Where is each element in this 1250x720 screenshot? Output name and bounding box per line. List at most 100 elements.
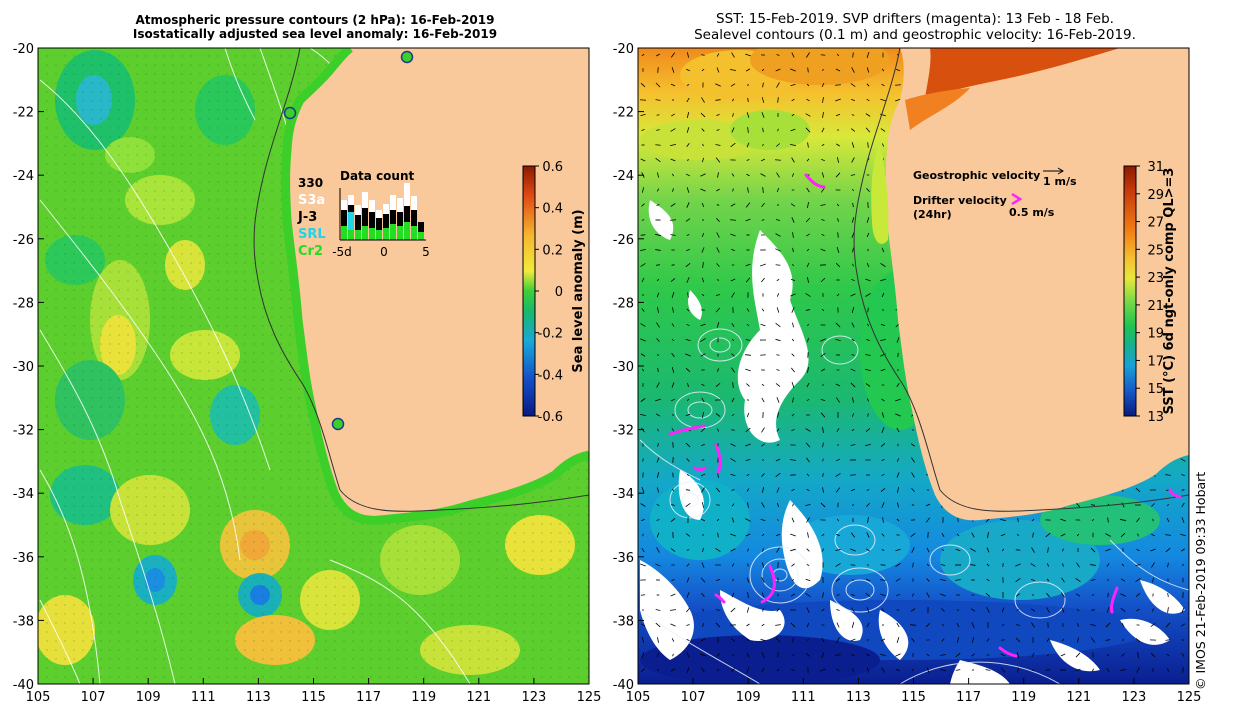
velocity-arrow (641, 129, 645, 131)
velocity-arrow (656, 322, 660, 328)
velocity-arrow (745, 518, 751, 522)
velocity-arrow (865, 592, 871, 598)
velocity-arrow (685, 218, 691, 222)
velocity-arrow (776, 547, 780, 553)
velocity-arrow (955, 548, 961, 552)
velocity-arrow (656, 382, 660, 388)
sst-colorbar: 31 29 27 25 23 21 19 17 15 13 SST (°C) 6d ngt-onl… (1123, 160, 1177, 425)
velocity-arrow (896, 502, 900, 508)
right-map-y-tick-label: -20 (613, 42, 634, 57)
velocity-arrow (911, 443, 915, 447)
left-map-x-tick-label: 125 (577, 690, 602, 705)
right-map-x-tick-label: 107 (681, 690, 706, 705)
velocity-arrow (671, 67, 675, 73)
drifter-velocity-label: Drifter velocity (913, 194, 1007, 207)
velocity-arrow (732, 578, 734, 582)
velocity-arrow (835, 487, 841, 493)
velocity-arrow (746, 112, 750, 118)
left-map-y-tick-label: -40 (13, 678, 34, 693)
velocity-arrow (745, 202, 751, 208)
right-map-x-tick-label: 121 (1066, 690, 1091, 705)
velocity-arrow (641, 368, 645, 372)
velocity-arrow (701, 443, 705, 447)
velocity-arrow (1000, 518, 1006, 522)
velocity-arrow (730, 548, 736, 552)
velocity-arrow (866, 98, 870, 102)
velocity-arrow (775, 219, 781, 221)
velocity-arrow (655, 609, 661, 611)
drifter-scale-label: 0.5 m/s (1009, 206, 1055, 219)
velocity-arrow (822, 112, 824, 118)
velocity-arrow (1046, 654, 1050, 656)
velocity-arrow (852, 503, 854, 507)
velocity-arrow (881, 68, 885, 72)
velocity-arrow (926, 653, 930, 657)
velocity-arrow (730, 607, 736, 613)
velocity-arrow (656, 547, 660, 553)
velocity-arrow (777, 652, 779, 658)
velocity-arrow (762, 548, 764, 552)
velocity-arrow (925, 503, 931, 507)
velocity-arrow (881, 143, 885, 147)
velocity-arrow (747, 97, 749, 103)
velocity-arrow (701, 293, 705, 297)
velocity-arrow (746, 639, 750, 641)
velocity-arrow (835, 172, 841, 178)
velocity-arrow (791, 413, 795, 417)
velocity-arrow (805, 309, 811, 311)
velocity-arrow (655, 99, 661, 101)
velocity-arrow (1167, 503, 1169, 507)
velocity-arrow (716, 114, 720, 116)
data-count-number: 330 (298, 176, 323, 190)
velocity-arrow (791, 173, 795, 177)
velocity-arrow (670, 398, 676, 402)
velocity-arrow (700, 112, 706, 118)
velocity-arrow (732, 98, 734, 102)
velocity-arrow (867, 202, 869, 208)
velocity-arrow (716, 204, 720, 206)
velocity-arrow (1136, 517, 1140, 523)
velocity-arrow (867, 307, 869, 313)
velocity-arrow (640, 338, 646, 342)
velocity-arrow (775, 472, 781, 478)
velocity-arrow (656, 503, 660, 507)
velocity-arrow (640, 503, 646, 507)
velocity-arrow (897, 486, 899, 494)
left-map-y-tick-label: -20 (13, 42, 34, 57)
velocity-arrow (732, 188, 734, 192)
velocity-arrow (657, 67, 659, 73)
velocity-arrow (1060, 518, 1066, 522)
velocity-arrow (731, 414, 735, 416)
velocity-arrow (761, 652, 765, 658)
velocity-arrow (866, 67, 870, 73)
velocity-arrow (1000, 533, 1006, 537)
velocity-arrow (851, 217, 855, 223)
velocity-arrow (641, 53, 645, 57)
velocity-arrow (1045, 532, 1051, 538)
velocity-arrow (700, 427, 706, 433)
velocity-arrow (1150, 623, 1156, 627)
drifter-scale-arrow-icon (1011, 192, 1023, 206)
right-map-y-tick-label: -32 (613, 424, 634, 439)
velocity-arrow (670, 52, 676, 58)
velocity-arrow (895, 669, 901, 671)
velocity-arrow (731, 668, 735, 672)
velocity-arrow (806, 564, 810, 566)
velocity-arrow (640, 353, 646, 357)
velocity-arrow (940, 668, 946, 672)
velocity-arrow (1180, 533, 1186, 537)
velocity-arrow (776, 204, 780, 206)
velocity-arrow (867, 398, 869, 402)
velocity-arrow (641, 637, 645, 643)
velocity-arrow (957, 518, 959, 522)
velocity-arrow (672, 173, 674, 177)
velocity-arrow (670, 234, 676, 236)
left-map-y-tick-label: -28 (13, 296, 34, 311)
velocity-arrow (791, 338, 795, 342)
velocity-arrow (746, 667, 750, 673)
velocity-arrow (866, 564, 870, 566)
velocity-arrow (716, 53, 720, 57)
velocity-arrow (837, 157, 839, 163)
velocity-arrow (822, 473, 824, 477)
velocity-arrow (745, 459, 751, 461)
